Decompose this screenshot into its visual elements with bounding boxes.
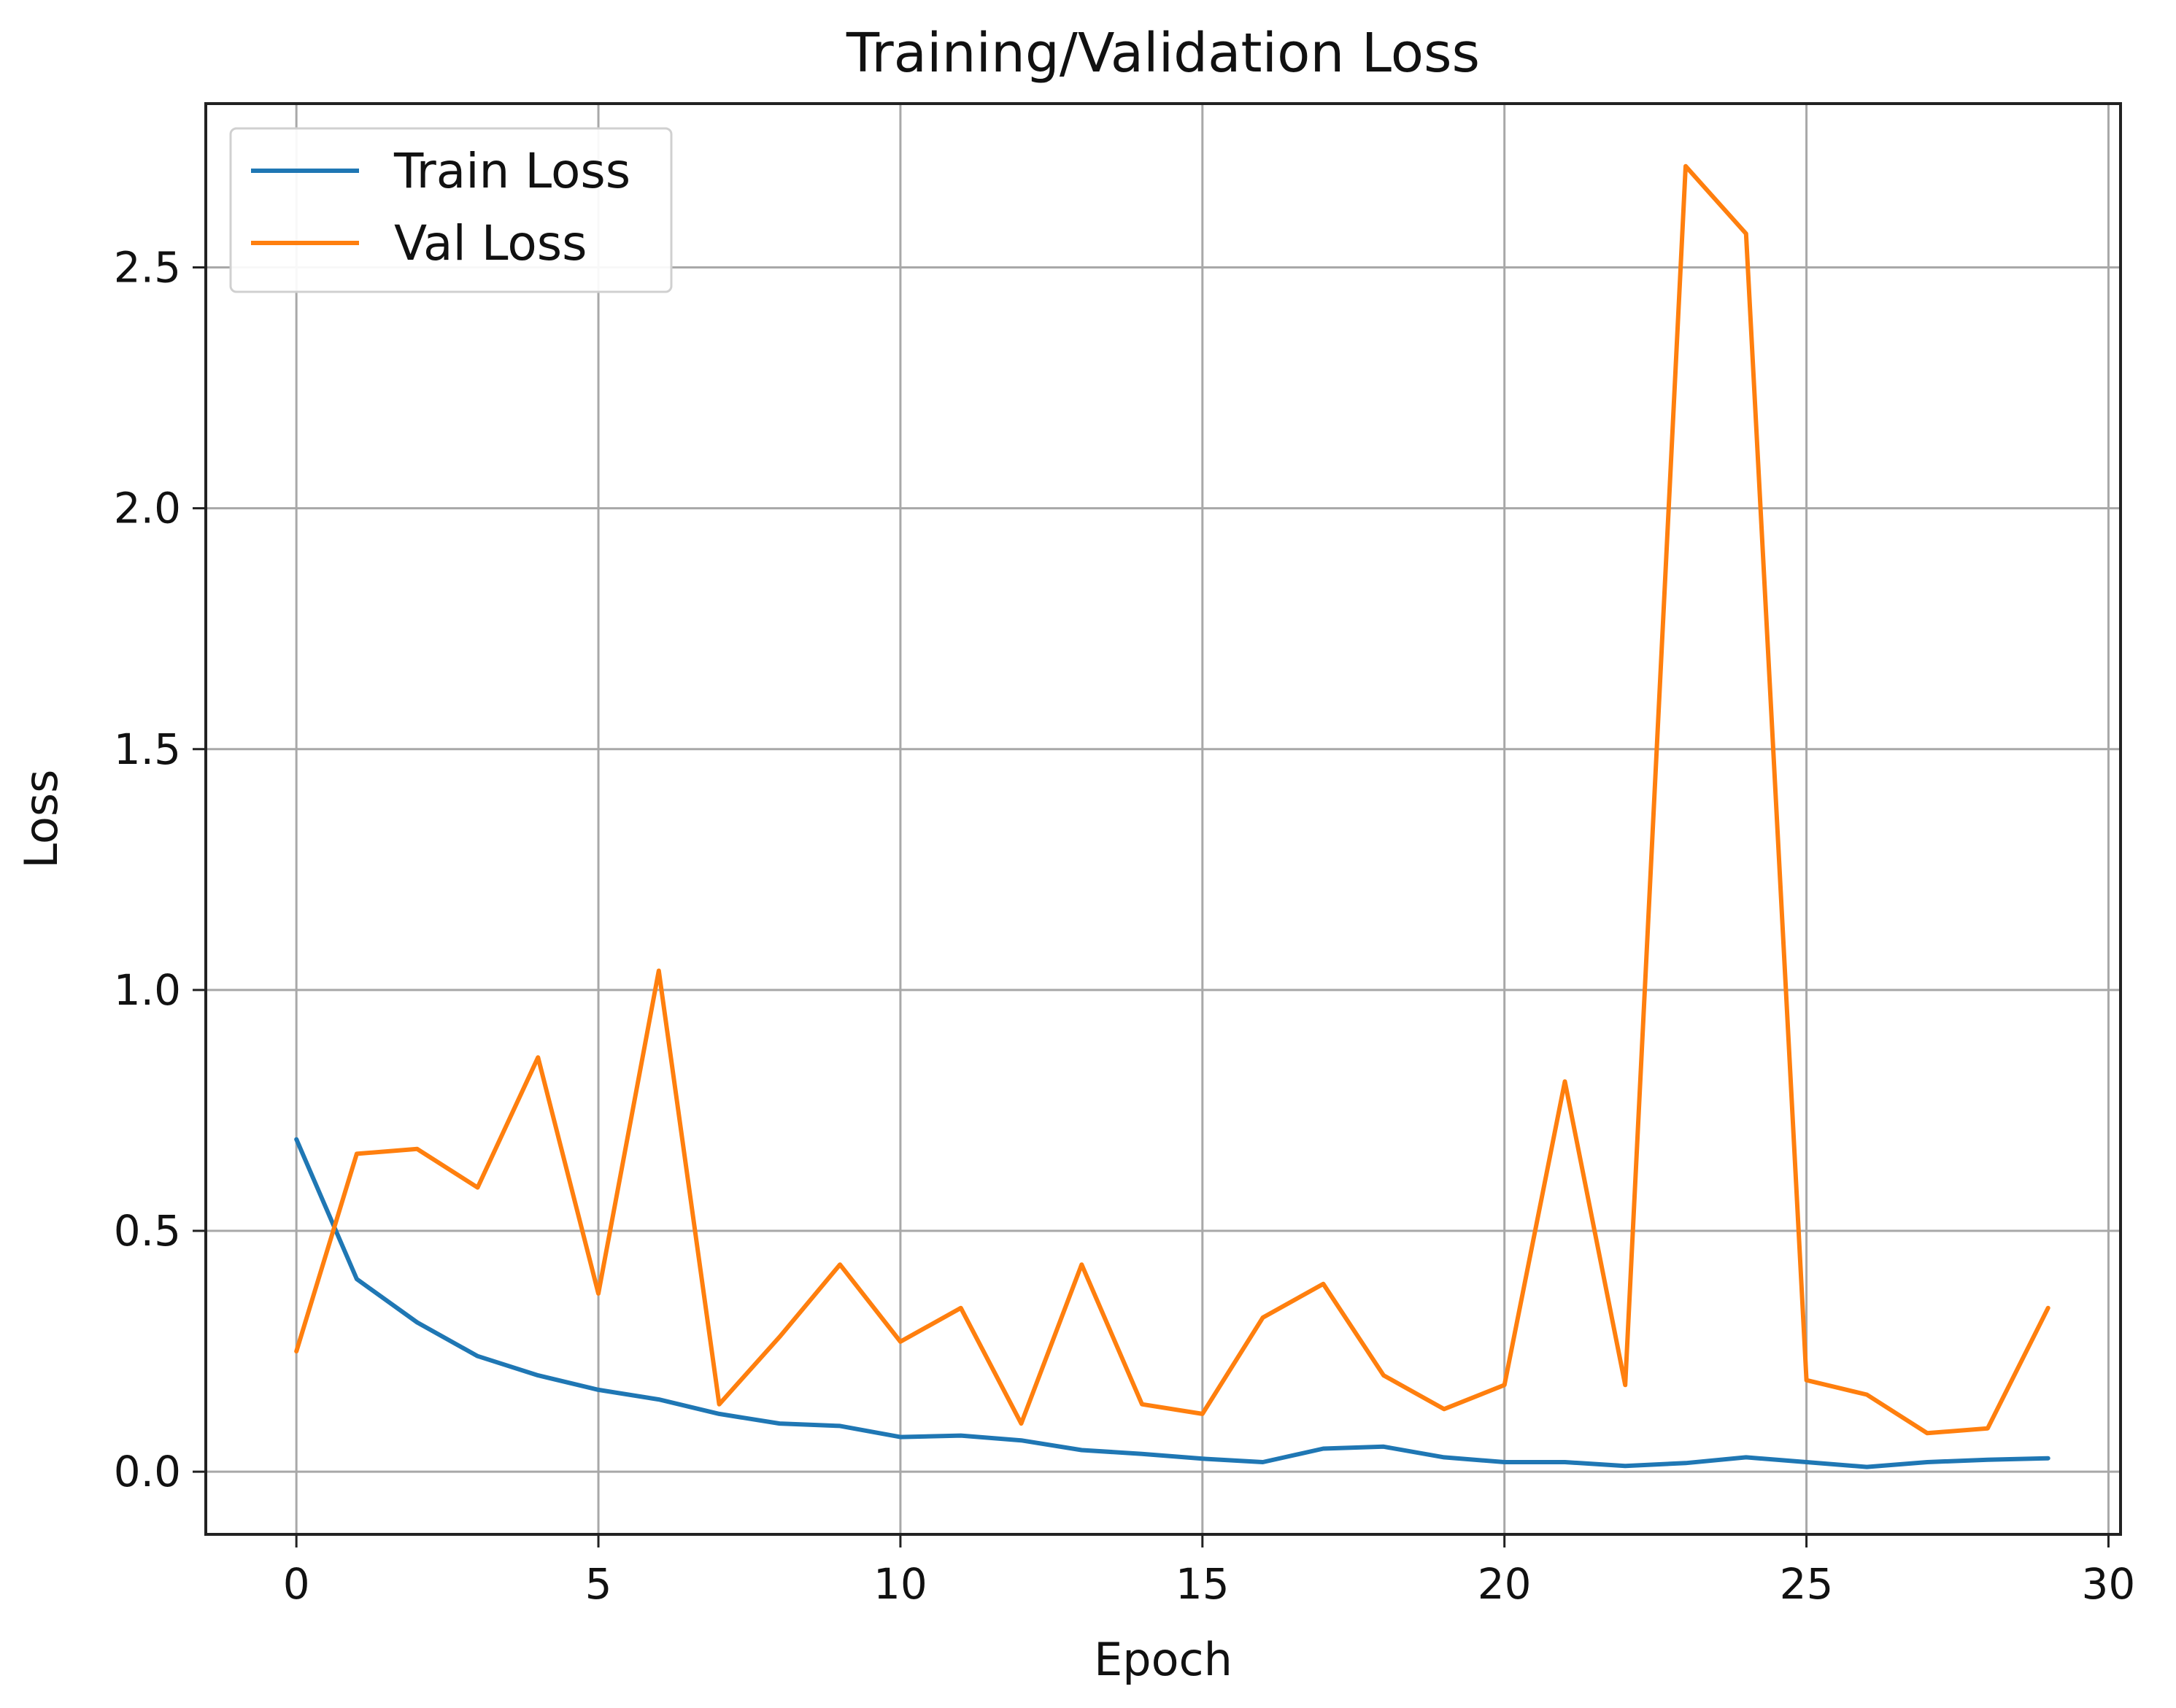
legend-val-loss-label: Val Loss bbox=[394, 215, 587, 271]
x-tick-label: 20 bbox=[1478, 1559, 1532, 1609]
grid-layer bbox=[206, 104, 2121, 1534]
axes-frame bbox=[206, 104, 2121, 1534]
y-tick-label: 2.0 bbox=[114, 484, 181, 533]
ticks-layer: 0 5 10 15 20 25 30 0.0 0.5 1.0 1.5 2.0 2.5 bbox=[114, 242, 2136, 1609]
x-tick-label: 0 bbox=[283, 1559, 310, 1609]
y-tick-label: 1.5 bbox=[114, 724, 181, 774]
x-tick-label: 10 bbox=[873, 1559, 927, 1609]
x-tick-label: 30 bbox=[2082, 1559, 2136, 1609]
series-layer bbox=[296, 166, 2048, 1467]
x-tick-label: 15 bbox=[1176, 1559, 1230, 1609]
y-tick-label: 0.5 bbox=[114, 1206, 181, 1256]
y-axis-label: Loss bbox=[15, 770, 68, 869]
x-axis-label: Epoch bbox=[1094, 1633, 1232, 1686]
x-tick-label: 25 bbox=[1780, 1559, 1834, 1609]
train-loss-line bbox=[296, 1140, 2048, 1467]
val-loss-line bbox=[296, 166, 2048, 1434]
legend: Train Loss Val Loss bbox=[231, 128, 671, 292]
y-tick-label: 1.0 bbox=[114, 965, 181, 1015]
y-tick-label: 2.5 bbox=[114, 242, 181, 292]
chart-title: Training/Validation Loss bbox=[846, 22, 1480, 85]
legend-train-loss-label: Train Loss bbox=[393, 143, 630, 199]
x-tick-label: 5 bbox=[585, 1559, 612, 1609]
y-tick-label: 0.0 bbox=[114, 1447, 181, 1496]
